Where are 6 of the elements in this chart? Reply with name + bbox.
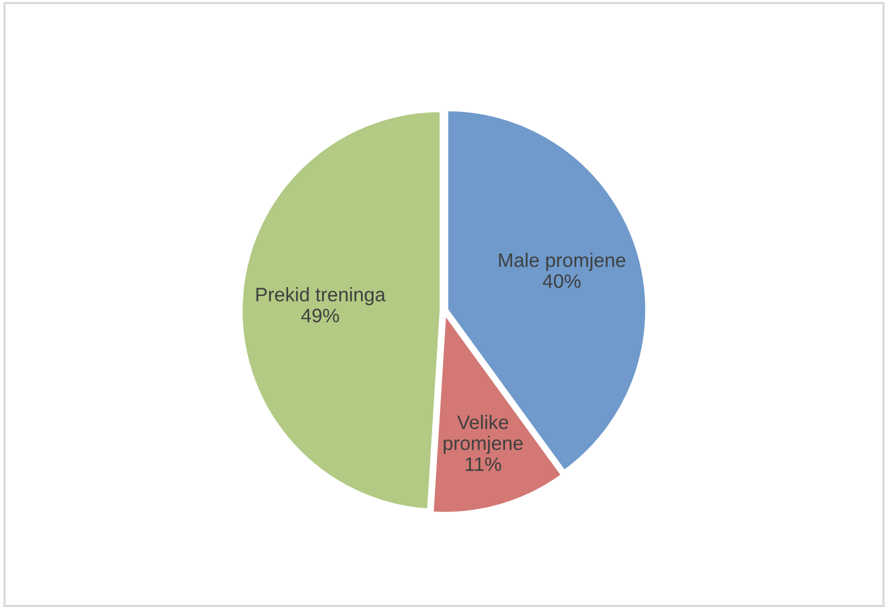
slice-label: Prekid treninga <box>256 287 386 306</box>
data-label: 11% <box>466 457 502 471</box>
data-label: 40% <box>542 274 581 288</box>
data-label: 49% <box>301 308 339 322</box>
slice-label: Male promjene <box>499 252 626 271</box>
slice-label: Velike promjene <box>444 414 523 454</box>
